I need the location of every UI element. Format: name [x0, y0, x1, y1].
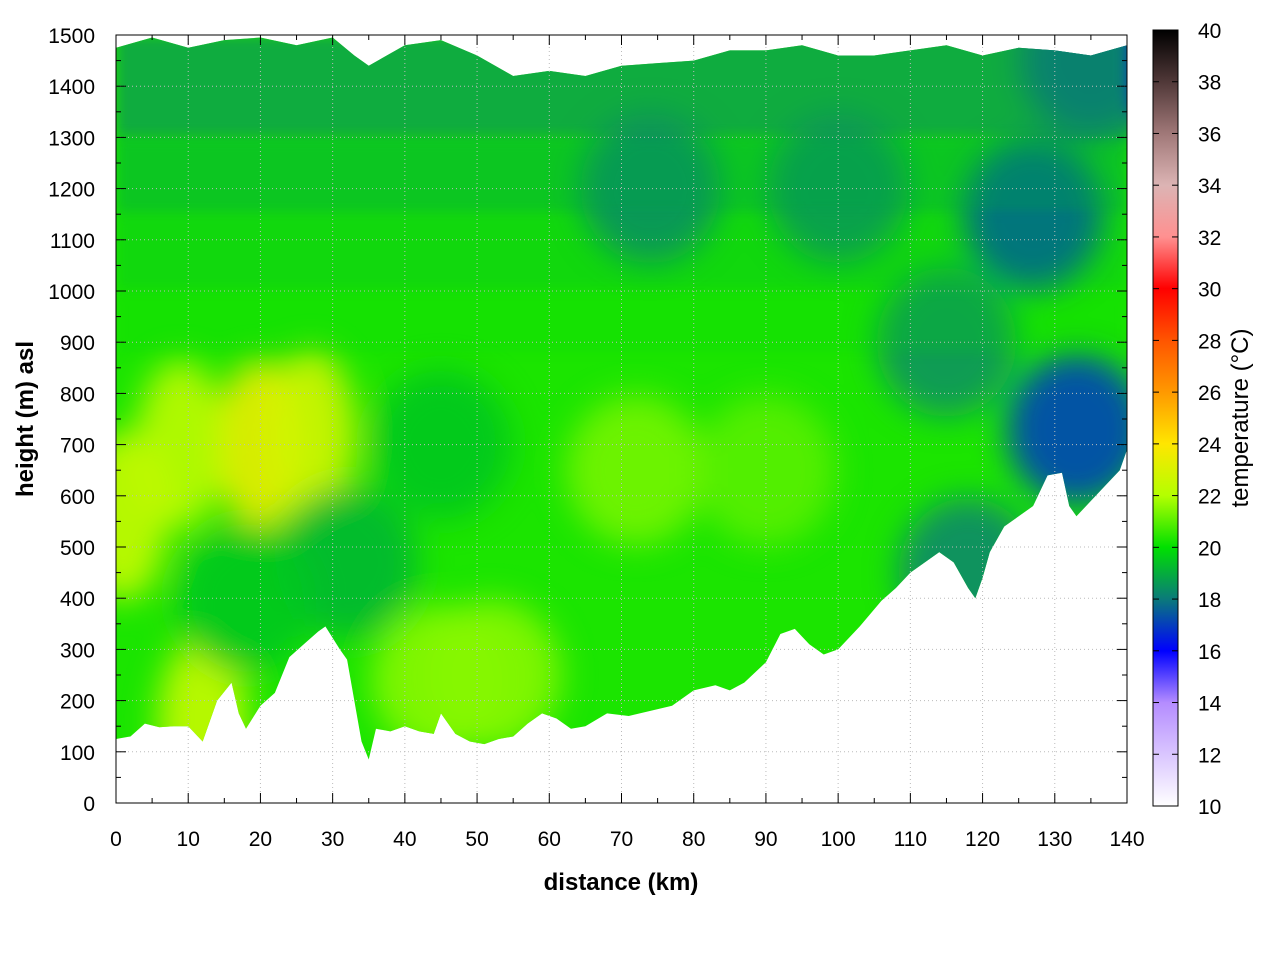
y-tick-label: 1400 [48, 76, 95, 99]
colorbar-tick-label: 36 [1198, 123, 1221, 146]
x-tick-label: 90 [754, 828, 777, 851]
colorbar-gradient [1152, 29, 1179, 807]
y-tick-label: 800 [60, 383, 95, 406]
y-tick-label: 1500 [48, 25, 95, 48]
temperature-feature [898, 497, 1039, 648]
x-tick-label: 50 [465, 828, 488, 851]
x-tick-label: 60 [538, 828, 561, 851]
y-tick-label: 900 [60, 332, 95, 355]
y-tick-label: 1300 [48, 127, 95, 150]
x-tick-label: 70 [610, 828, 633, 851]
x-tick-label: 120 [965, 828, 1000, 851]
temperature-feature [1006, 354, 1127, 505]
colorbar-tick-label: 38 [1198, 72, 1221, 95]
y-tick-label: 1100 [50, 230, 95, 253]
temperature-feature [157, 636, 248, 760]
plot-area: 0 10 20 30 40 50 60 70 80 90 100 110 120 130 140 0 100 2… [48, 25, 1145, 851]
x-tick-label: 110 [894, 828, 927, 851]
x-tick-label: 20 [249, 828, 272, 851]
temperature-feature [695, 395, 836, 546]
y-tick-label: 300 [60, 639, 95, 662]
temperature-feature [421, 600, 562, 750]
colorbar-tick-label: 30 [1198, 279, 1221, 302]
colorbar-title: temperature (°C) [1227, 329, 1254, 508]
colorbar: 10 12 14 16 18 20 22 24 26 28 30 32 34 36 38 40 tempera… [1152, 20, 1254, 819]
x-tick-label: 100 [821, 828, 856, 851]
x-tick-label: 140 [1109, 828, 1144, 851]
y-tick-label: 500 [60, 537, 95, 560]
x-tick-label: 10 [177, 828, 200, 851]
x-tick-label: 80 [682, 828, 705, 851]
temperature-field [116, 37, 1127, 760]
y-tick-label: 400 [60, 588, 95, 611]
temperature-feature [565, 395, 706, 546]
y-tick-label: 200 [60, 691, 95, 714]
colorbar-tick-label: 28 [1198, 330, 1221, 353]
colorbar-tick-label: 10 [1198, 796, 1221, 819]
colorbar-tick-label: 12 [1198, 744, 1221, 767]
y-axis: 0 100 200 300 400 500 600 700 800 900 1000 1100 1200… [48, 25, 1127, 816]
colorbar-tick-label: 14 [1198, 693, 1222, 716]
colorbar-tick-label: 22 [1198, 486, 1221, 509]
temperature-feature [265, 349, 356, 520]
x-tick-label: 30 [321, 828, 344, 851]
x-axis-title: distance (km) [544, 869, 699, 896]
colorbar-tick-label: 24 [1198, 434, 1222, 457]
x-tick-label: 130 [1037, 828, 1072, 851]
y-tick-label: 0 [83, 793, 95, 816]
x-tick-label: 40 [393, 828, 416, 851]
colorbar-tick-label: 26 [1198, 382, 1221, 405]
colorbar-tick-label: 18 [1198, 589, 1221, 612]
temperature-layer-band [116, 37, 1127, 138]
temperature-feature [116, 431, 169, 602]
y-tick-label: 600 [60, 486, 95, 509]
y-tick-label: 700 [60, 435, 95, 458]
y-tick-label: 1000 [48, 281, 95, 304]
colorbar-ticks: 10 12 14 16 18 20 22 24 26 28 30 32 34 36 38 40 [1153, 20, 1222, 819]
colorbar-tick-label: 32 [1198, 227, 1221, 250]
temperature-feature [175, 523, 316, 674]
y-axis-title: height (m) asl [12, 341, 39, 497]
colorbar-tick-label: 16 [1198, 641, 1221, 664]
y-tick-label: 100 [60, 742, 95, 765]
y-tick-label: 1200 [48, 179, 95, 202]
grid [116, 35, 1127, 803]
x-axis: 0 10 20 30 40 50 60 70 80 90 100 110 120 130 140 [110, 35, 1145, 851]
x-tick-label: 0 [110, 828, 122, 851]
colorbar-tick-label: 40 [1198, 20, 1221, 43]
colorbar-tick-label: 20 [1198, 537, 1221, 560]
colorbar-tick-label: 34 [1198, 175, 1222, 198]
